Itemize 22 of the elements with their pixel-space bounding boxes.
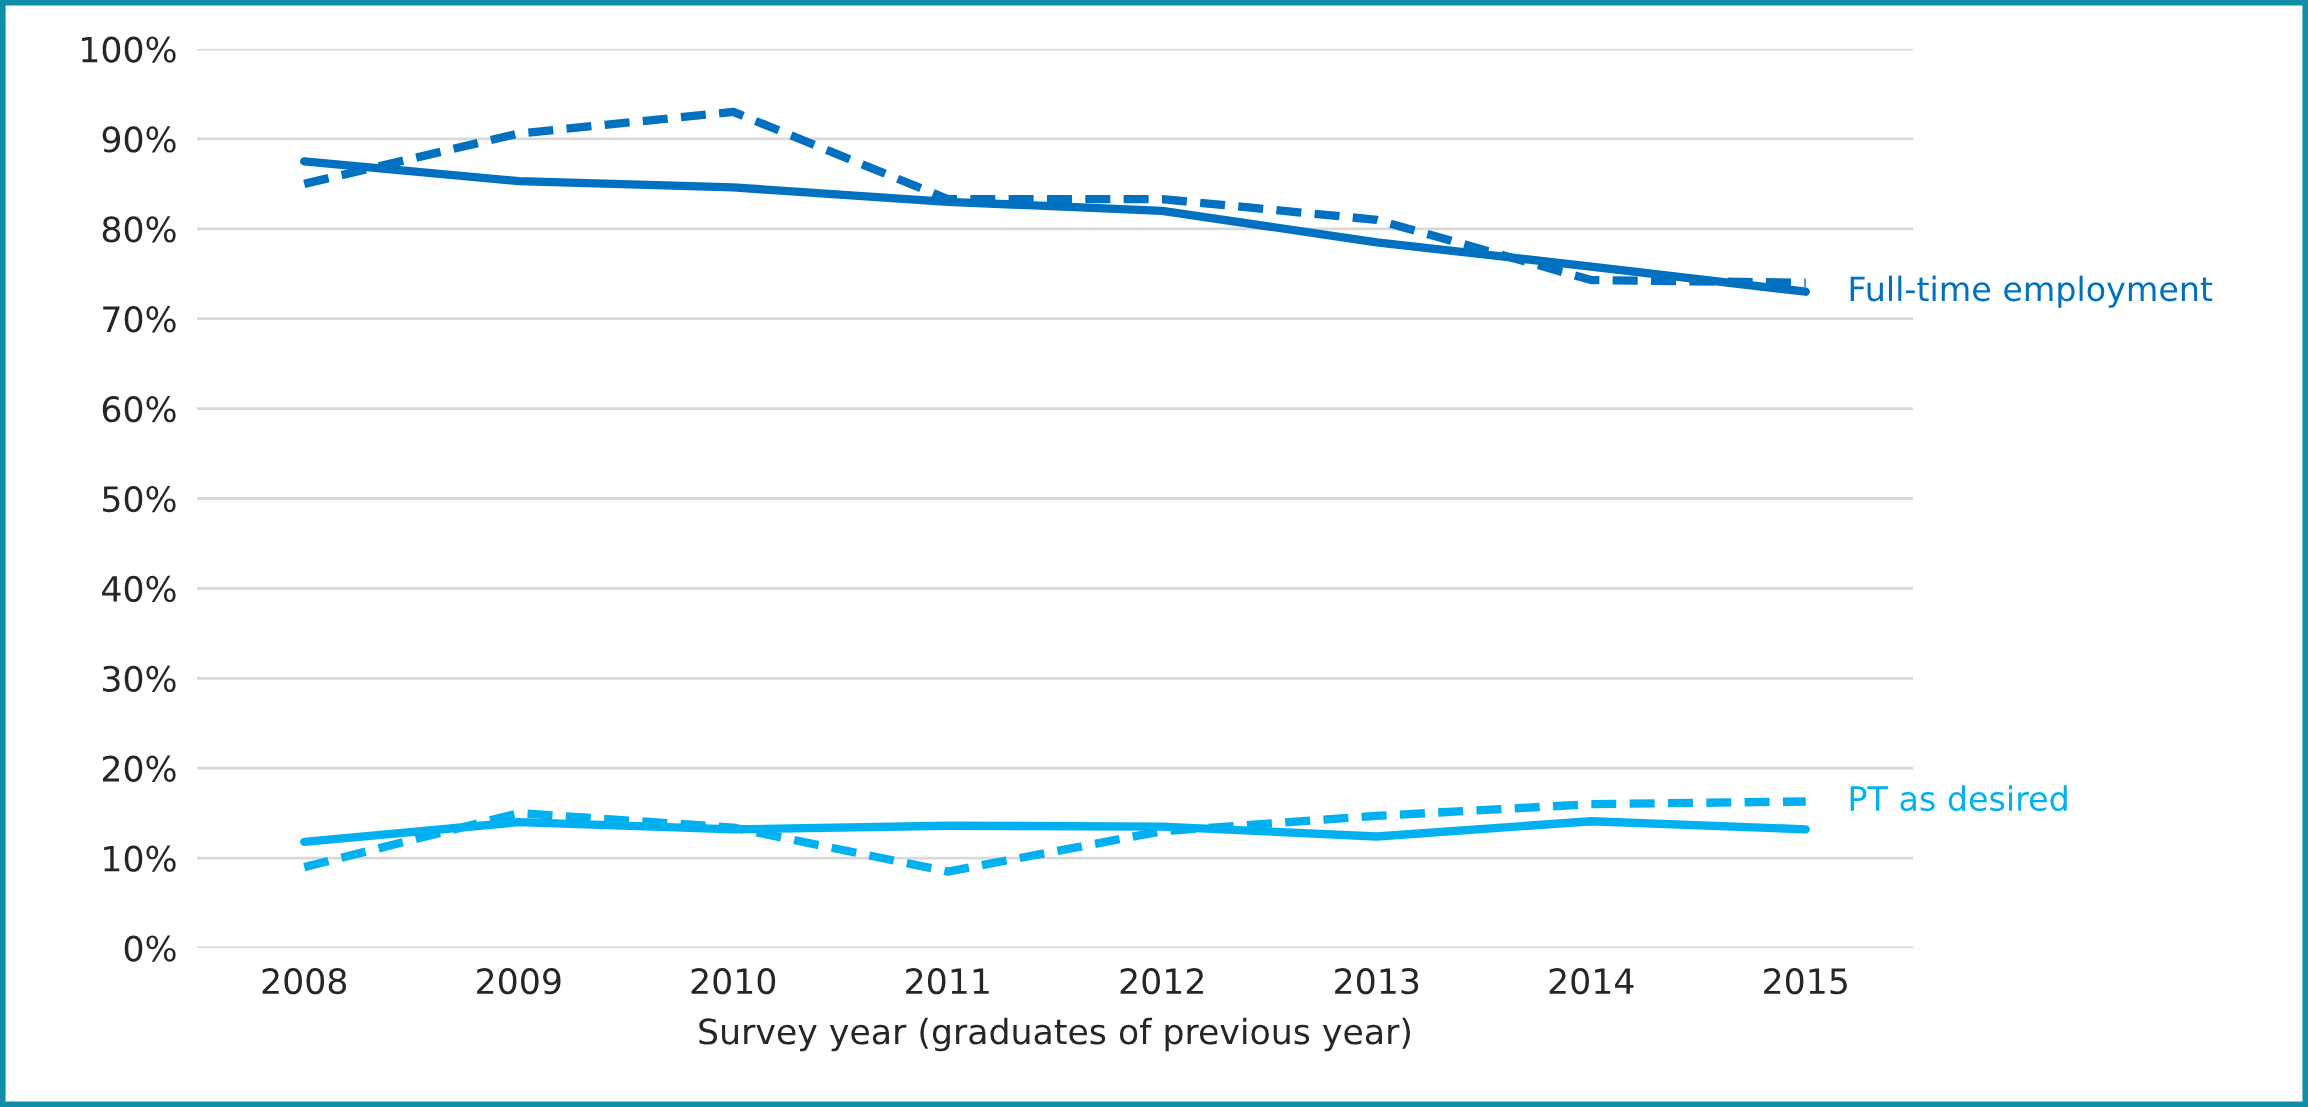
y-tick-label: 100% [82, 36, 176, 63]
x-tick-label: 2010 [691, 968, 776, 995]
x-tick-label: 2009 [477, 968, 561, 995]
x-tick-label: 2012 [1120, 968, 1203, 995]
y-tick-label: 30% [103, 665, 176, 692]
x-tick-label: 2015 [1764, 968, 1847, 995]
y-tick-label: 50% [103, 485, 176, 513]
y-tick-label: 0% [124, 935, 176, 962]
y-tick-label: 90% [102, 126, 176, 153]
y-tick-label: 60% [102, 396, 176, 423]
y-tick-label: 20% [102, 755, 176, 782]
x-tick-label: 2008 [262, 968, 347, 995]
y-tick-label: 80% [102, 216, 176, 243]
x-tick-label: 2013 [1335, 968, 1419, 995]
x-tick-label: 2011 [906, 968, 989, 995]
x-axis-title: Survey year (graduates of previous year) [699, 1017, 1410, 1052]
series-label: Full-time employment [1850, 275, 2213, 308]
y-tick-label: 70% [103, 306, 176, 333]
y-tick-label: 10% [104, 845, 176, 872]
series-label: PT as desired [1850, 785, 2067, 812]
y-tick-label: 40% [102, 575, 176, 603]
x-tick-label: 2014 [1549, 968, 1634, 995]
